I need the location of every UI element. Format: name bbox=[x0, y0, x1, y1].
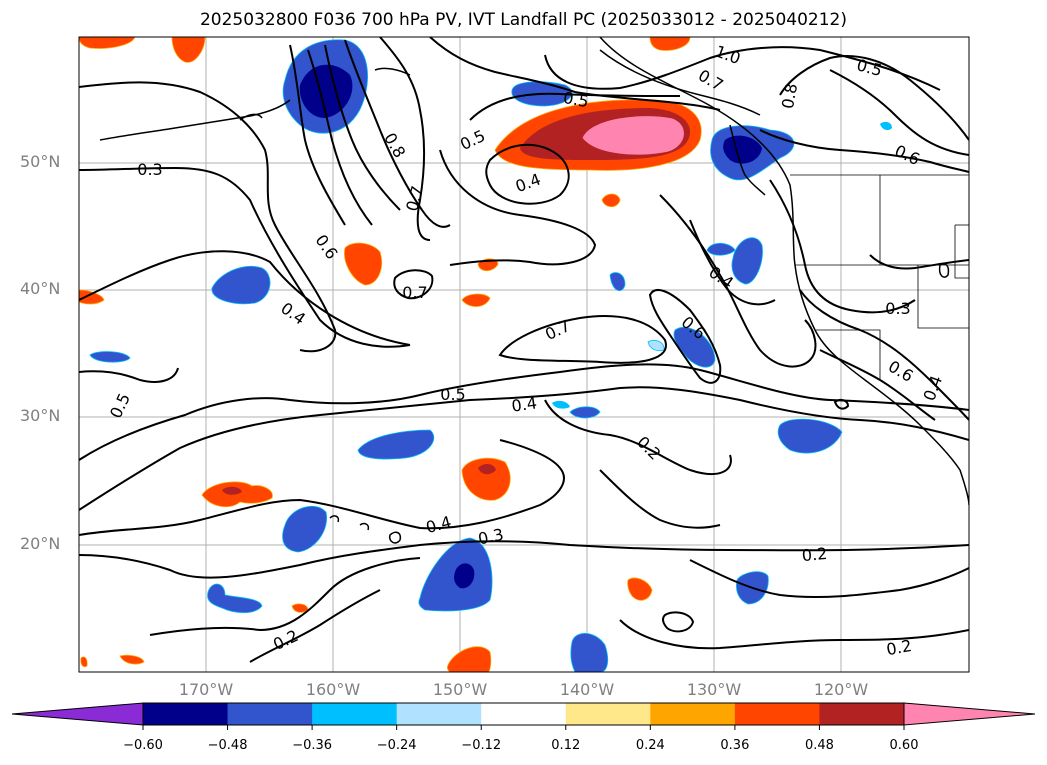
colorbar-segment bbox=[396, 703, 482, 725]
lat-label-20n: 20°N bbox=[20, 534, 61, 553]
colorbar bbox=[11, 702, 1036, 730]
contour-label: 0.2 bbox=[801, 544, 828, 565]
contour-label: 0.8 bbox=[778, 82, 801, 110]
lon-label-130w: 130°W bbox=[686, 680, 742, 699]
contour-label: 0.4 bbox=[277, 298, 309, 328]
colorbar-segment bbox=[650, 703, 736, 725]
colorbar-tick-label: −0.60 bbox=[123, 738, 163, 753]
colorbar-segment bbox=[481, 703, 567, 725]
colorbar-tick-label: 0.36 bbox=[720, 738, 750, 753]
contour-label: 0.3 bbox=[137, 160, 162, 179]
colorbar-frame bbox=[142, 702, 905, 726]
colorbar-segments bbox=[143, 703, 905, 725]
colorbar-segment bbox=[227, 703, 313, 725]
ivt-contours bbox=[79, 37, 969, 663]
contour-label: 0.4 bbox=[920, 373, 947, 403]
colorbar-tick-label: 0.48 bbox=[804, 738, 834, 753]
colorbar-segment bbox=[565, 703, 651, 725]
contour-label: 0.7 bbox=[402, 283, 427, 302]
colorbar-tick-label: −0.24 bbox=[376, 738, 417, 753]
contour-label: 0.8 bbox=[380, 129, 409, 161]
lon-label-120w: 120°W bbox=[813, 680, 869, 699]
contour-label: 0.2 bbox=[885, 636, 913, 659]
contour-label: 0.5 bbox=[457, 126, 488, 154]
colorbar-extend-right bbox=[903, 702, 1036, 726]
contour-label: 0.5 bbox=[440, 385, 465, 404]
contour-label: 0.6 bbox=[311, 231, 341, 263]
colorbar-segment bbox=[734, 703, 820, 725]
contour-label: 0.2 bbox=[633, 432, 664, 463]
map-title: 2025032800 F036 700 hPa PV, IVT Landfall… bbox=[199, 10, 847, 30]
colorbar-tick-label: −0.36 bbox=[292, 738, 333, 753]
lon-label-140w: 140°W bbox=[559, 680, 615, 699]
contour-label: 0.3 bbox=[476, 525, 505, 549]
colorbar-tick-label: 0.24 bbox=[635, 738, 665, 753]
lat-label-50n: 50°N bbox=[20, 152, 61, 171]
lon-label-160w: 160°W bbox=[305, 680, 361, 699]
coastlines bbox=[99, 37, 969, 544]
colorbar-extend-left bbox=[11, 702, 144, 726]
contour-label: 1.0 bbox=[713, 42, 743, 69]
colorbar-segment bbox=[143, 703, 229, 725]
contour-label: 0.4 bbox=[424, 512, 454, 537]
contour-label: 0.3 bbox=[885, 299, 910, 318]
colorbar-tick-label: −0.48 bbox=[207, 738, 248, 753]
colorbar-tick-label: 0.12 bbox=[551, 738, 581, 753]
state-borders bbox=[790, 174, 969, 380]
contour-label: 0.7 bbox=[402, 184, 427, 214]
colorbar-segment bbox=[819, 703, 905, 725]
colorbar-tick-label: −0.12 bbox=[461, 738, 502, 753]
contour-label: 0.6 bbox=[885, 357, 917, 386]
lon-label-150w: 150°W bbox=[432, 680, 488, 699]
colorbar-segment bbox=[312, 703, 398, 725]
lat-label-30n: 30°N bbox=[20, 406, 61, 425]
contour-label: 0.6 bbox=[892, 141, 923, 169]
contour-label: 0.5 bbox=[562, 88, 590, 111]
contour-label: 0.7 bbox=[695, 66, 727, 95]
contour-label: 0.4 bbox=[513, 170, 543, 197]
colorbar-tick-label: 0.60 bbox=[889, 738, 919, 753]
contour-label: 0.5 bbox=[855, 55, 885, 80]
lon-label-170w: 170°W bbox=[178, 680, 234, 699]
lat-label-40n: 40°N bbox=[20, 279, 61, 298]
plot-frame bbox=[78, 36, 970, 673]
contour-label: 0.4 bbox=[510, 393, 538, 415]
colorbar-ticks bbox=[142, 725, 905, 730]
